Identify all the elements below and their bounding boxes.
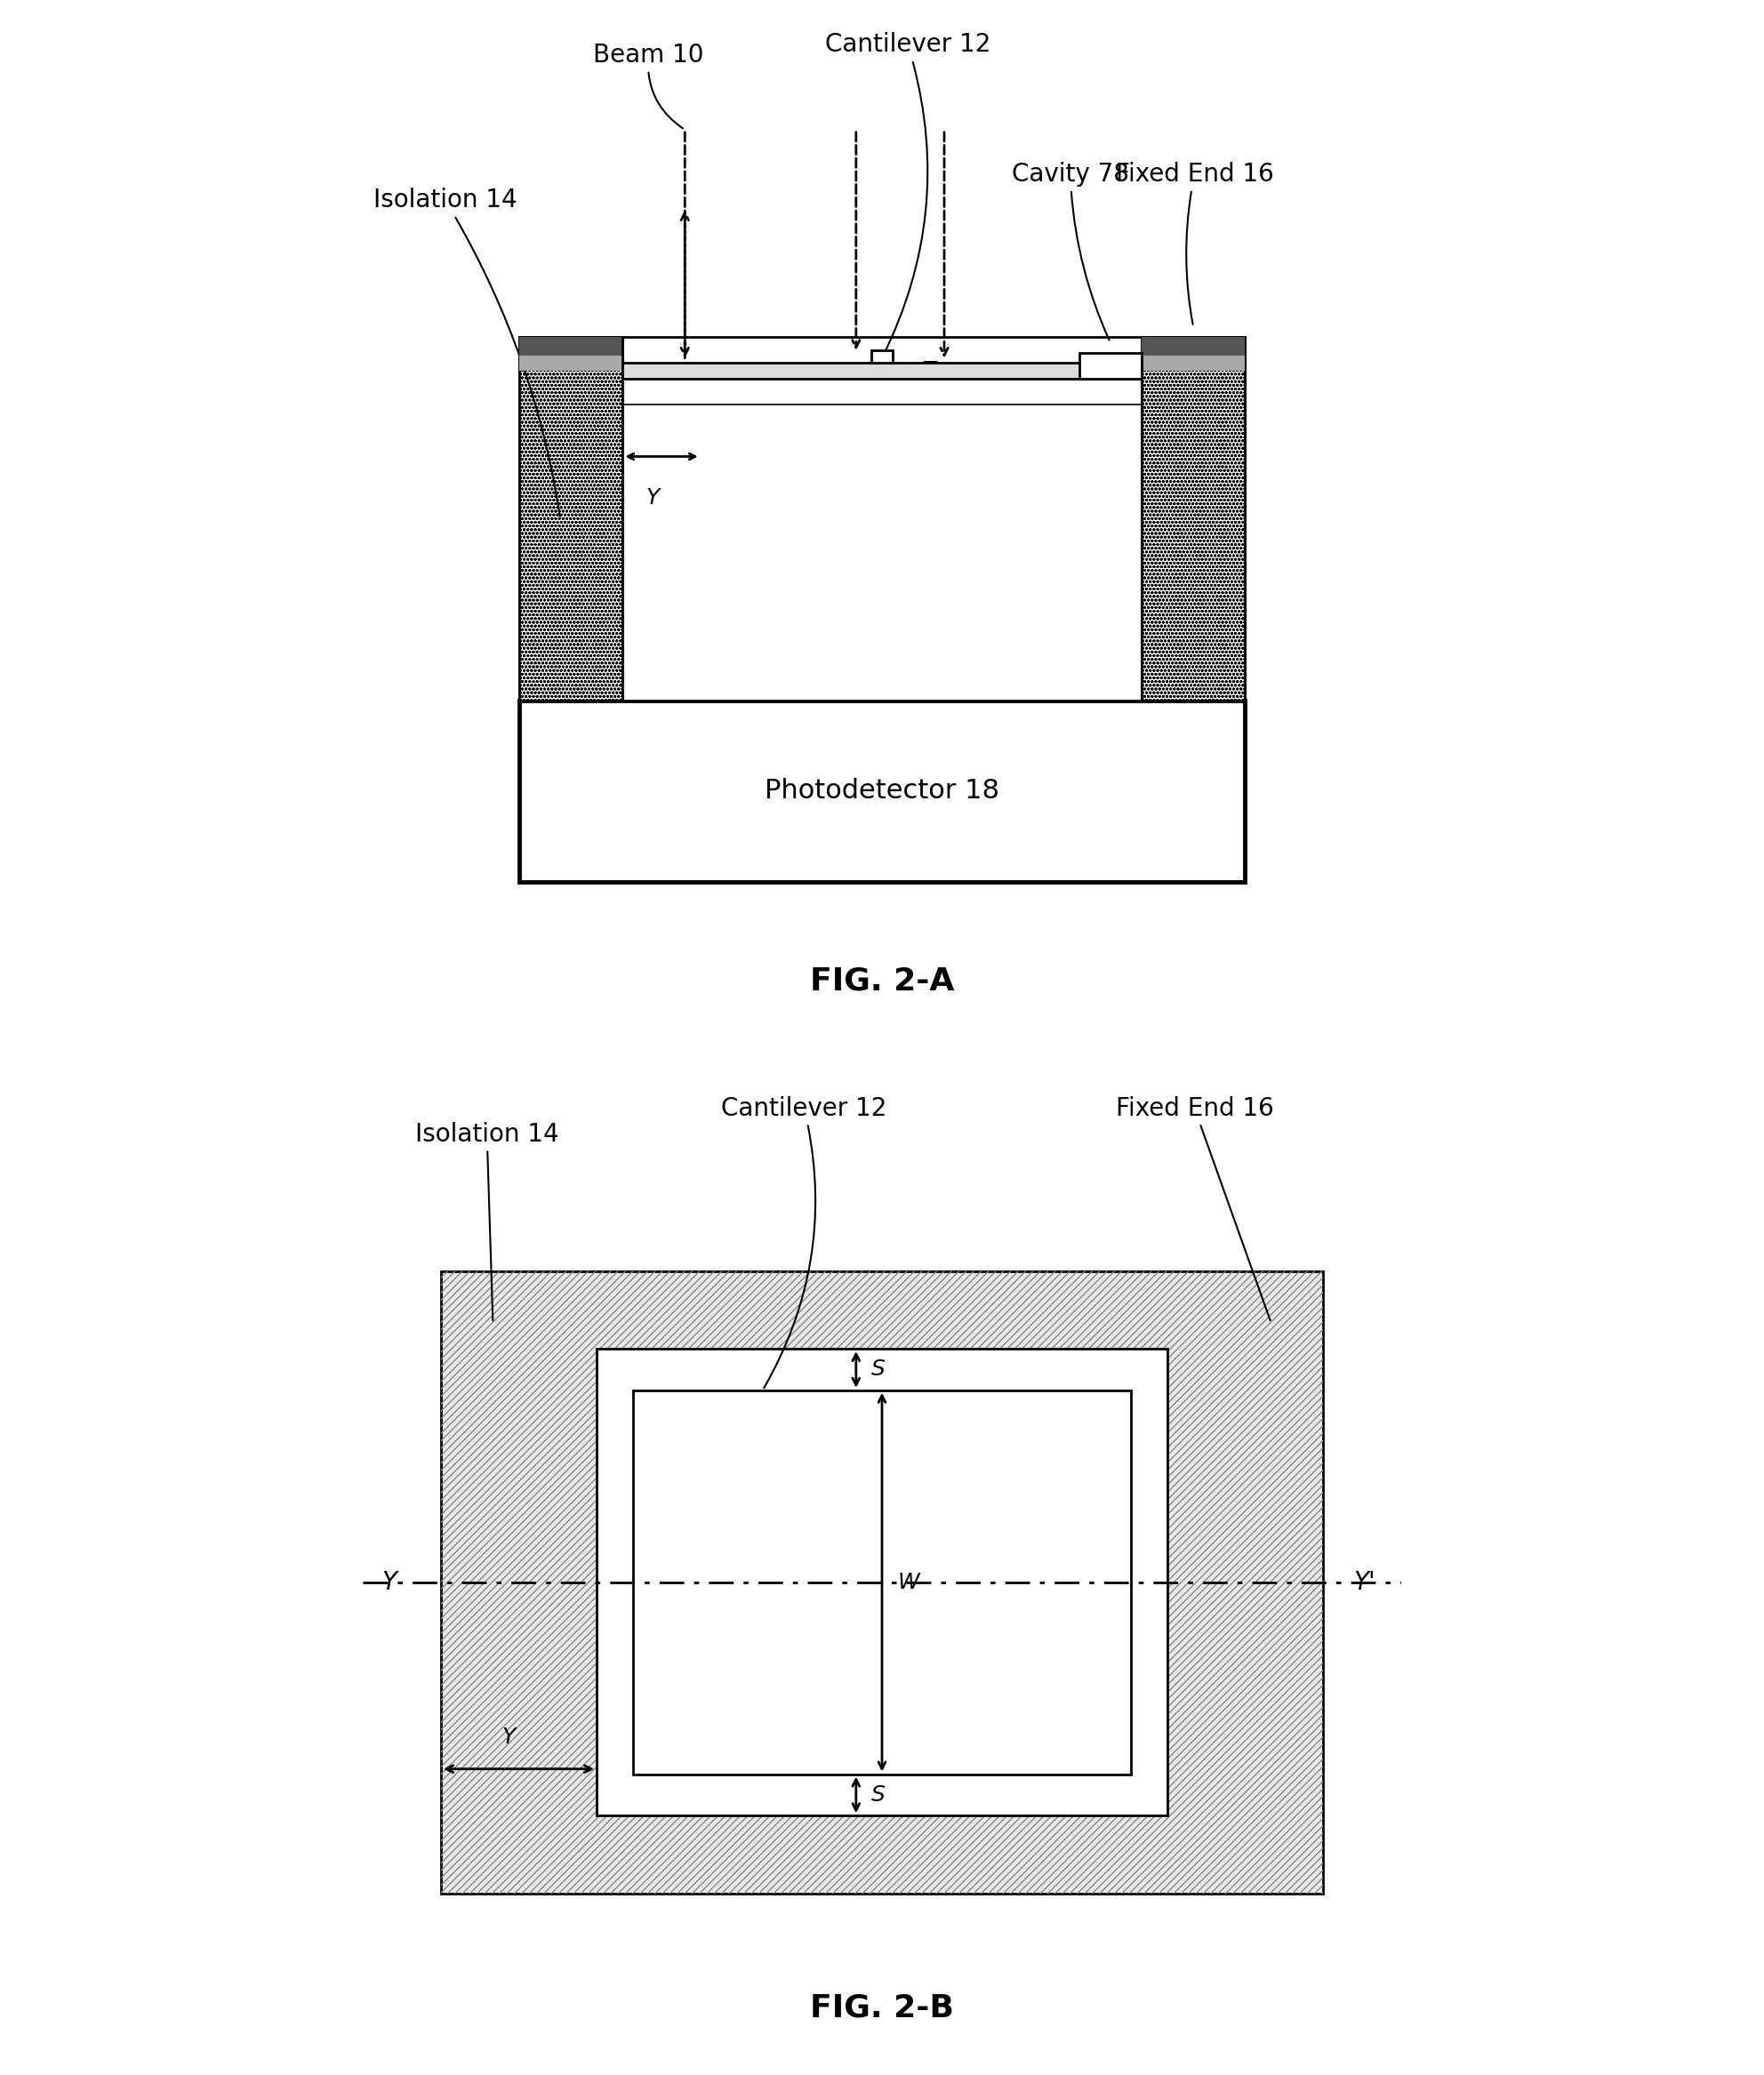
Text: Y: Y	[501, 1726, 515, 1747]
Text: W: W	[898, 1571, 919, 1594]
Bar	[519, 701, 1245, 882]
Text: Cavity 78: Cavity 78	[1013, 162, 1129, 340]
Text: Y': Y'	[1353, 1571, 1376, 1594]
Text: Isolation 14: Isolation 14	[415, 1123, 559, 1320]
Text: Fixed End 16: Fixed End 16	[1115, 162, 1274, 324]
Bar	[633, 1390, 1131, 1774]
Bar	[519, 355, 623, 371]
Bar	[519, 336, 1245, 699]
Bar	[1080, 353, 1141, 378]
Bar	[1141, 336, 1245, 699]
Text: Y: Y	[646, 488, 660, 508]
Bar	[441, 1270, 1323, 1892]
Bar	[1141, 336, 1245, 699]
Text: FIG. 2-A: FIG. 2-A	[810, 965, 954, 996]
Bar	[1141, 336, 1245, 355]
Text: Fixed End 16: Fixed End 16	[1115, 1096, 1274, 1320]
Text: Photodetector 18: Photodetector 18	[764, 778, 1000, 803]
Bar	[871, 351, 893, 363]
Bar	[596, 1349, 1168, 1816]
Bar	[441, 1270, 1323, 1892]
Text: Cantilever 12: Cantilever 12	[826, 33, 991, 355]
Bar	[519, 336, 623, 699]
Text: Cantilever 12: Cantilever 12	[721, 1096, 887, 1388]
Bar	[519, 336, 623, 699]
Text: S: S	[871, 1359, 886, 1380]
Text: FIG. 2-B: FIG. 2-B	[810, 1992, 954, 2023]
Text: S: S	[871, 1784, 886, 1805]
Bar	[623, 363, 1141, 378]
Text: Beam 10: Beam 10	[593, 44, 704, 129]
Bar	[1141, 355, 1245, 371]
Text: Y: Y	[381, 1571, 397, 1594]
Bar	[519, 336, 623, 355]
Text: Isolation 14: Isolation 14	[374, 189, 559, 517]
Text: T: T	[924, 361, 937, 382]
